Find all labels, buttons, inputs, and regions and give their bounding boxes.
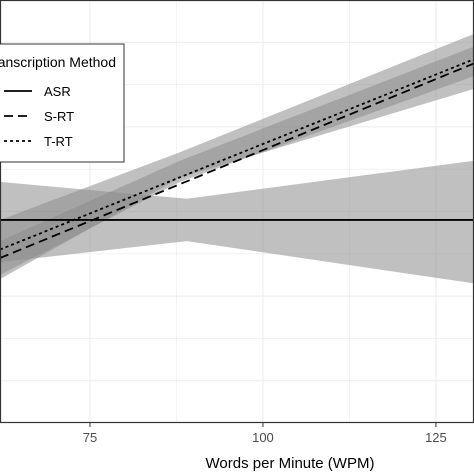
series-lines [0,58,474,259]
x-tick-label: 125 [425,430,447,445]
legend-items: ASR S-RT T-RT [4,84,74,149]
x-tick-label: 100 [252,430,274,445]
legend-title: Transcription Method [0,54,116,70]
line-t-rt [0,58,474,251]
x-axis-ticks: 75 100 125 [83,423,447,445]
ribbon-t-rt [0,33,474,280]
legend-label-s-rt: S-RT [44,109,74,124]
legend-box [0,43,125,163]
legend: Transcription Method ASR S-RT T-RT [0,43,125,163]
line-s-rt [0,62,474,259]
ribbon-asr [0,160,474,284]
x-axis-title: Words per Minute (WPM) [206,455,375,472]
legend-label-asr: ASR [44,84,71,99]
legend-label-t-rt: T-RT [44,134,73,149]
x-tick-label: 75 [83,430,97,445]
